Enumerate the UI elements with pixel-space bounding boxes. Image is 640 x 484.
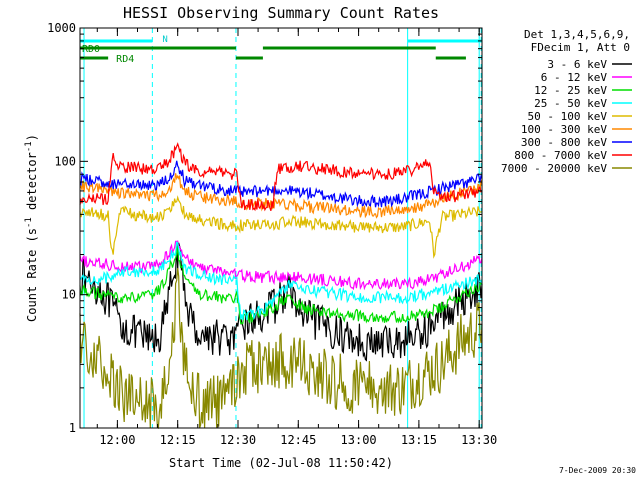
legend-header-line-1: Det 1,3,4,5,6,9,: [524, 28, 630, 41]
x-tick-label-5: 13:15: [401, 433, 437, 447]
legend-label-8: 7000 - 20000 keV: [501, 162, 607, 175]
x-axis-ticks: 12:00 12:15 12:30 12:45 13:00 13:15 13:30: [96, 28, 497, 447]
legend-label-1: 6 - 12 keV: [541, 71, 608, 84]
legend-header-line-2: FDecim 1, Att 0: [531, 41, 630, 54]
plot-frame: [79, 27, 483, 429]
y-axis-ticks: 1 10 100 1000: [47, 21, 482, 435]
y-tick-label-1: 10: [62, 288, 76, 302]
x-tick-label-6: 13:30: [461, 433, 497, 447]
attenuator-bars: N RD0 RD4: [80, 35, 482, 65]
series-line-7: [79, 142, 483, 212]
series-line-5: [79, 173, 483, 219]
legend-label-7: 800 - 7000 keV: [514, 149, 607, 162]
series-line-2: [79, 245, 483, 325]
date-stamp: 7-Dec-2009 20:30: [559, 466, 636, 475]
series-line-0: [79, 242, 483, 362]
legend-label-0: 3 - 6 keV: [547, 58, 607, 71]
legend-label-4: 50 - 100 keV: [528, 110, 608, 123]
grid-lines: [83, 28, 482, 428]
x-tick-label-1: 12:15: [160, 433, 196, 447]
y-label-end: ): [25, 134, 39, 141]
y-label-sup1: -1: [24, 217, 34, 228]
legend-label-6: 300 - 800 keV: [521, 136, 607, 149]
series-line-4: [79, 195, 483, 259]
legend-label-2: 12 - 25 keV: [534, 84, 607, 97]
y-label-mid: detector: [25, 152, 39, 217]
x-axis-label: Start Time (02-Jul-08 11:50:42): [169, 456, 393, 470]
rd0-label: RD0: [82, 44, 100, 55]
y-label-main: Count Rate (s: [25, 228, 39, 322]
x-tick-label-0: 12:00: [99, 433, 135, 447]
series-line-1: [79, 240, 483, 291]
y-tick-label-2: 100: [54, 154, 76, 168]
series-lines: [79, 142, 483, 429]
x-tick-label-4: 13:00: [341, 433, 377, 447]
series-line-3: [79, 241, 483, 321]
rd4-label: RD4: [116, 54, 134, 65]
x-tick-label-3: 12:45: [280, 433, 316, 447]
legend: Det 1,3,4,5,6,9, FDecim 1, Att 0 3 - 6 k…: [501, 28, 632, 175]
y-axis-label: Count Rate (s-1 detector-1): [24, 134, 39, 322]
y-tick-label-3: 1000: [47, 21, 76, 35]
x-tick-label-2: 12:30: [220, 433, 256, 447]
chart-title: HESSI Observing Summary Count Rates: [123, 4, 439, 22]
n-label: N: [162, 35, 167, 45]
y-tick-label-0: 1: [69, 421, 76, 435]
legend-label-5: 100 - 300 keV: [521, 123, 607, 136]
series-line-6: [79, 160, 483, 208]
legend-label-3: 25 - 50 keV: [534, 97, 607, 110]
y-label-sup2: -1: [24, 141, 34, 152]
series-line-8: [79, 268, 483, 429]
